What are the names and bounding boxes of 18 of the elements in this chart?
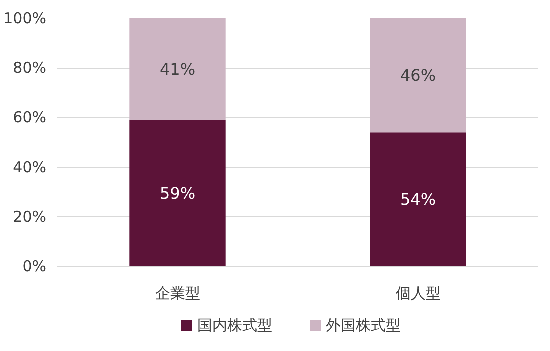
y-tick-label: 60% [13, 108, 47, 127]
data-label: 46% [400, 66, 436, 86]
data-label: 59% [160, 184, 196, 203]
data-label: 54% [400, 190, 436, 210]
y-tick-label: 0% [22, 258, 46, 276]
x-tick-label: 企業型 [155, 284, 200, 302]
y-tick-label: 40% [13, 158, 47, 176]
y-tick-label: 20% [13, 208, 47, 226]
bar [130, 18, 226, 120]
bar [130, 120, 226, 266]
legend-label: 外国株式型 [326, 316, 401, 334]
bar [370, 18, 466, 133]
x-tick-label: 個人型 [396, 284, 441, 302]
data-label: 41% [160, 60, 196, 79]
bar [370, 132, 466, 266]
y-tick-label: 100% [4, 10, 47, 28]
y-tick-label: 80% [13, 59, 47, 78]
legend-label: 国内株式型 [197, 316, 272, 334]
